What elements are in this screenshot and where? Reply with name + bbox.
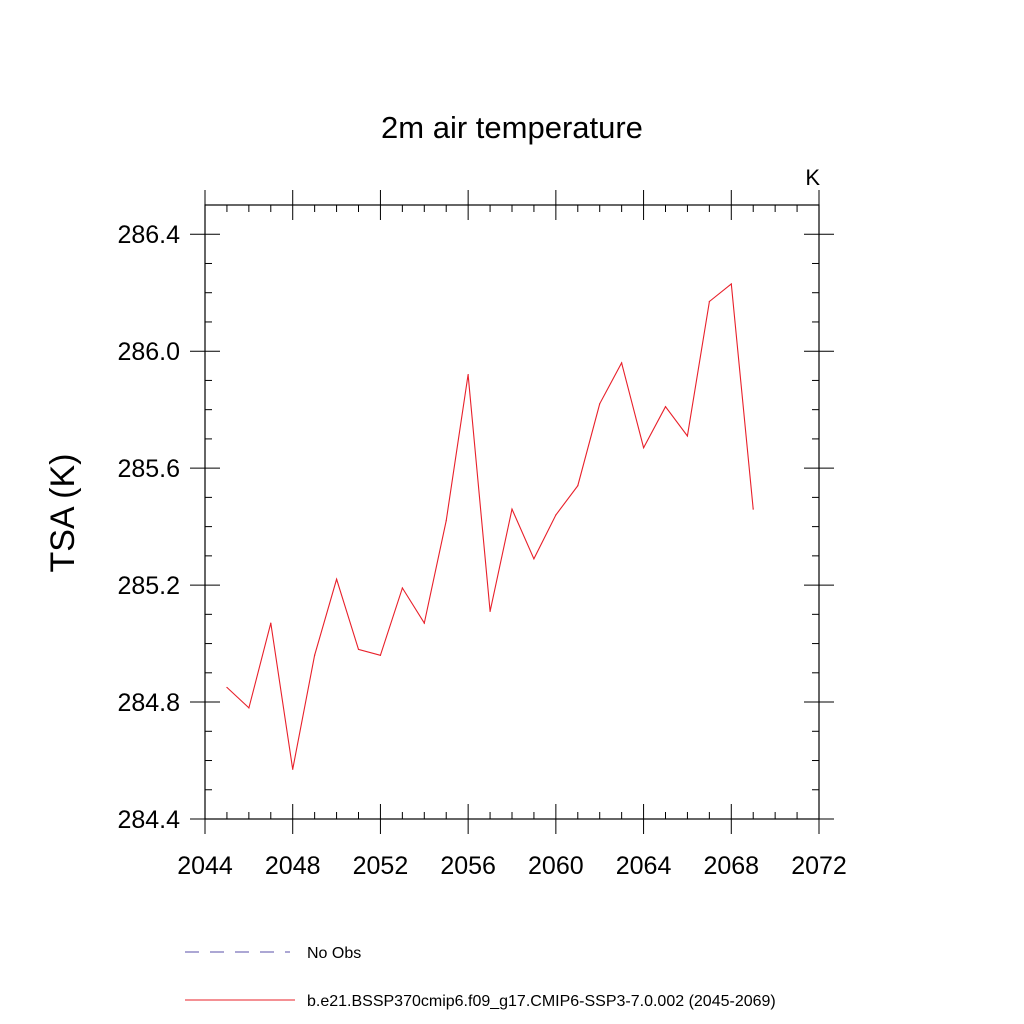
data-point bbox=[379, 654, 382, 656]
y-axis-ticks: 284.4 284.8 285.2 285.6 286.0 286.4 bbox=[117, 204, 834, 834]
plot-frame bbox=[204, 204, 820, 820]
y-tick-label: 284.8 bbox=[117, 689, 180, 717]
legend: No Obs b.e21.BSSP370cmip6.f09_g17.CMIP6-… bbox=[185, 945, 776, 1010]
data-point bbox=[467, 373, 469, 376]
data-point bbox=[248, 707, 250, 709]
data-point bbox=[599, 403, 601, 405]
x-tick-label: 2072 bbox=[791, 852, 847, 880]
x-tick-label: 2048 bbox=[265, 852, 321, 880]
data-point bbox=[401, 587, 403, 589]
x-tick-label: 2064 bbox=[616, 852, 672, 880]
units-label: K bbox=[805, 165, 820, 190]
y-tick-label: 286.4 bbox=[117, 221, 180, 249]
data-point bbox=[270, 622, 272, 624]
data-point bbox=[511, 508, 513, 510]
data-point bbox=[577, 485, 579, 487]
x-tick-label: 2044 bbox=[177, 852, 233, 880]
data-point bbox=[445, 520, 447, 522]
y-tick-label: 285.6 bbox=[117, 455, 180, 483]
x-axis-ticks: 2044 2048 2052 2056 2060 2064 2068 2072 bbox=[177, 190, 847, 880]
data-point bbox=[555, 514, 557, 516]
data-point bbox=[423, 622, 425, 624]
y-tick-label: 284.4 bbox=[117, 806, 180, 834]
x-tick-label: 2056 bbox=[440, 852, 496, 880]
data-point bbox=[686, 435, 689, 437]
y-tick-label: 286.0 bbox=[117, 338, 180, 366]
x-tick-label: 2052 bbox=[353, 852, 409, 880]
legend-label-model: b.e21.BSSP370cmip6.f09_g17.CMIP6-SSP3-7.… bbox=[307, 993, 776, 1010]
data-point bbox=[292, 768, 294, 770]
data-point bbox=[664, 406, 667, 408]
legend-label-no-obs: No Obs bbox=[307, 945, 361, 962]
series-lines bbox=[226, 282, 754, 770]
data-point bbox=[642, 447, 645, 449]
data-point bbox=[621, 362, 623, 364]
data-point bbox=[752, 508, 754, 510]
data-point bbox=[730, 283, 732, 285]
y-tick-label: 285.2 bbox=[117, 572, 180, 600]
y-axis-label: TSA (K) bbox=[44, 453, 82, 572]
plot-area: 2044 2048 2052 2056 2060 2064 2068 2072 284.428… bbox=[117, 190, 847, 880]
chart-title: 2m air temperature bbox=[381, 110, 643, 145]
data-point bbox=[533, 558, 535, 560]
x-tick-label: 2060 bbox=[528, 852, 584, 880]
data-point bbox=[708, 300, 710, 303]
data-point bbox=[489, 610, 491, 613]
data-point bbox=[357, 648, 360, 651]
x-tick-label: 2068 bbox=[703, 852, 759, 880]
series-line-1 bbox=[226, 282, 754, 770]
data-point bbox=[314, 654, 316, 656]
data-point bbox=[335, 578, 338, 580]
data-point bbox=[226, 686, 228, 689]
